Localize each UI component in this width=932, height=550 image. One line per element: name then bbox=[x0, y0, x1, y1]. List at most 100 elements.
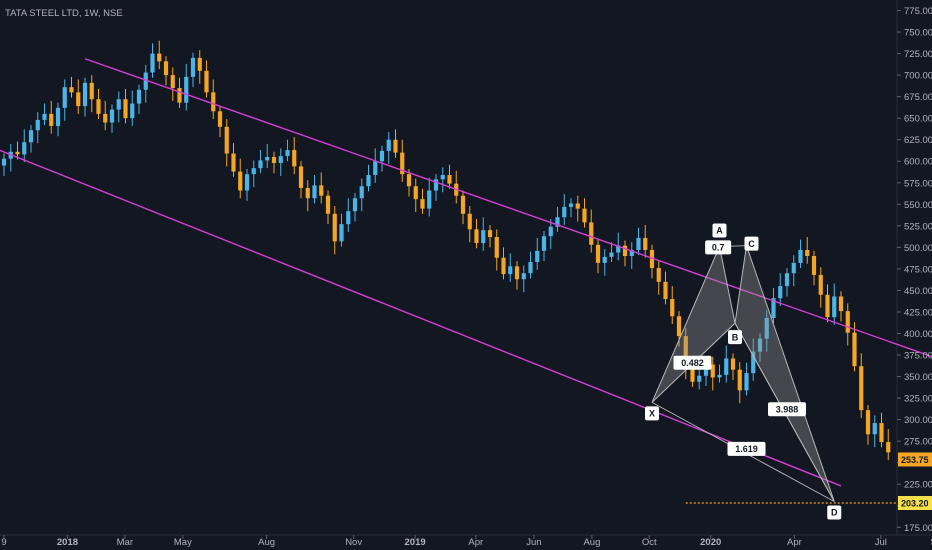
y-tick-label: 450.00 bbox=[904, 286, 932, 297]
candle bbox=[285, 139, 290, 162]
point-label-A-box bbox=[712, 223, 727, 238]
candle bbox=[96, 88, 101, 120]
candle bbox=[818, 267, 823, 308]
candle bbox=[487, 224, 493, 248]
y-tick-label: 775.00 bbox=[904, 6, 932, 17]
candle-body bbox=[116, 99, 121, 110]
candle-body bbox=[400, 152, 405, 175]
y-tick-label: 425.00 bbox=[904, 307, 932, 318]
candle-body bbox=[352, 198, 358, 212]
price-label-target: 203.20 bbox=[898, 496, 932, 511]
candle-body bbox=[798, 249, 803, 263]
x-tick-label: Jul bbox=[875, 537, 887, 548]
ratio-label: 0.7 bbox=[705, 240, 732, 255]
candle-body bbox=[784, 273, 790, 287]
point-label-X: X bbox=[645, 406, 659, 421]
y-tick-label: 600.00 bbox=[904, 157, 932, 168]
candle-body bbox=[420, 199, 425, 209]
candle-body bbox=[319, 185, 324, 196]
candle-body bbox=[602, 256, 607, 263]
candle bbox=[622, 240, 628, 267]
candle bbox=[278, 148, 283, 176]
candle bbox=[541, 231, 547, 262]
candle bbox=[1, 153, 7, 176]
candle bbox=[595, 239, 601, 274]
candle bbox=[406, 168, 412, 197]
y-tick-label: 675.00 bbox=[904, 92, 932, 103]
candle-body bbox=[136, 89, 142, 104]
candle-body bbox=[710, 364, 715, 378]
candle-body bbox=[508, 266, 513, 275]
candle-body bbox=[346, 211, 351, 225]
candle-body bbox=[386, 139, 391, 151]
y-tick-label: 575.00 bbox=[904, 178, 932, 189]
candles-layer bbox=[1, 40, 891, 461]
candle bbox=[157, 40, 162, 70]
candle-body bbox=[150, 53, 155, 73]
candle bbox=[535, 237, 540, 270]
candle-body bbox=[616, 245, 621, 253]
candle-body bbox=[170, 75, 175, 89]
candle bbox=[211, 79, 216, 120]
candle-body bbox=[89, 82, 94, 100]
candle bbox=[184, 63, 189, 111]
price-label-current: 253.75 bbox=[898, 452, 932, 467]
price-axis[interactable]: 775.00 750.00 725.00 700.00 675.00 650.00 625.… bbox=[897, 6, 932, 534]
candle bbox=[724, 345, 729, 383]
candle-body bbox=[163, 61, 169, 76]
candle bbox=[130, 90, 135, 126]
ratio-label-box bbox=[705, 240, 732, 255]
candle-body bbox=[393, 139, 398, 153]
candle bbox=[670, 286, 675, 325]
candle bbox=[352, 193, 358, 222]
candle-body bbox=[582, 208, 587, 223]
candle-body bbox=[649, 249, 655, 269]
candle-body bbox=[103, 113, 108, 123]
candle bbox=[460, 190, 466, 225]
candle-body bbox=[190, 57, 196, 77]
ratio-label: 1.619 bbox=[727, 441, 766, 456]
price-label-box bbox=[898, 452, 932, 467]
candle-body bbox=[562, 206, 567, 218]
candle-body bbox=[292, 150, 297, 167]
candle-body bbox=[69, 87, 74, 93]
candle bbox=[717, 364, 722, 383]
candle bbox=[778, 273, 783, 306]
candle-body bbox=[379, 150, 385, 162]
candle bbox=[69, 76, 74, 98]
candle bbox=[629, 242, 634, 269]
candle-body bbox=[757, 338, 763, 352]
candle-body bbox=[15, 151, 20, 155]
time-axis[interactable]: 9 2018 Mar May Aug Nov 2019 Apr Jun Aug Oct 2020 Apr… bbox=[1, 535, 932, 548]
x-tick-label: 2018 bbox=[57, 537, 78, 548]
candle bbox=[548, 218, 553, 250]
candle-body bbox=[521, 273, 526, 280]
ratio-label: 3.988 bbox=[768, 402, 806, 417]
candle-body bbox=[886, 442, 891, 453]
candle bbox=[838, 291, 844, 322]
candle bbox=[845, 303, 850, 346]
candle bbox=[751, 338, 756, 381]
candle-body bbox=[339, 224, 344, 242]
candle bbox=[292, 137, 297, 175]
candle bbox=[143, 64, 148, 103]
candle bbox=[454, 170, 459, 204]
candle-body bbox=[184, 76, 189, 103]
candle bbox=[649, 244, 655, 279]
y-tick-label: 375.00 bbox=[904, 351, 932, 362]
candle-body bbox=[555, 217, 560, 227]
y-tick-label: 650.00 bbox=[904, 114, 932, 125]
candle-body bbox=[676, 316, 682, 337]
candle bbox=[474, 218, 479, 249]
candle-body bbox=[852, 332, 857, 367]
candle bbox=[481, 217, 486, 251]
candle-body bbox=[413, 186, 418, 200]
candle-body bbox=[811, 255, 817, 275]
candle-body bbox=[55, 107, 61, 126]
x-tick-label: Jun bbox=[526, 537, 541, 548]
candle bbox=[643, 224, 648, 258]
candle-body bbox=[82, 82, 88, 107]
point-label-D-text: D bbox=[831, 508, 838, 518]
candle-body bbox=[224, 126, 229, 154]
